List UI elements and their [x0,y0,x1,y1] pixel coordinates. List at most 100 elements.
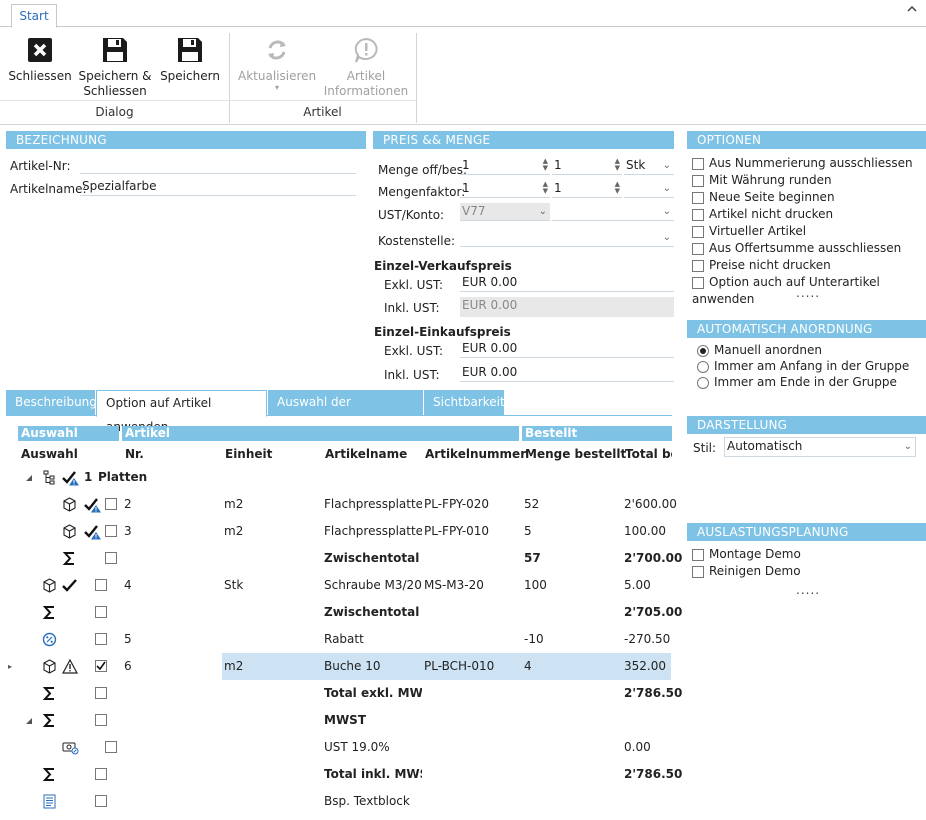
radio-anfang[interactable]: Immer am Anfang in der Gruppe [697,358,909,375]
option-item[interactable]: Mit Währung runden [692,172,832,189]
artikelname-input[interactable]: Spezialfarbe [80,178,356,196]
col-header-auswahl[interactable]: Auswahl [21,447,78,461]
checkbox[interactable] [692,276,704,289]
row-checkbox[interactable] [95,680,107,707]
menge-offeriert-stepper[interactable]: 1 ▲ ▼ [460,157,550,175]
ust-select[interactable]: V77 ⌄ [460,203,550,221]
menge-bestellt-stepper[interactable]: 1 ▲ ▼ [552,157,622,175]
cell-total: 2'705.00 [624,605,683,619]
close-button[interactable]: Schliessen [8,37,72,84]
table-row[interactable]: ◢ 1 Platten [0,464,672,491]
row-checkbox[interactable] [105,545,117,572]
mengenfaktor-1-value: 1 [462,181,470,195]
tab-auswahl-eingabefelder[interactable]: Auswahl der Eingabefelder [268,390,423,434]
save-button[interactable]: Speichern [158,37,222,84]
section-header-optionen: OPTIONEN [687,131,926,149]
row-checkbox[interactable] [95,572,107,599]
radio-button[interactable] [697,344,709,357]
checkbox[interactable] [692,565,704,578]
expander-icon[interactable]: ◢ [26,473,33,482]
checkbox[interactable] [692,157,704,170]
table-row[interactable]: UST 19.0% 0.00 [0,734,672,761]
stepper-arrows-icon[interactable]: ▲ ▼ [614,157,620,172]
checkbox[interactable] [692,242,704,255]
expander-icon[interactable]: ▸ [8,662,13,671]
col-header-artikelnummer[interactable]: Artikelnummer [425,447,527,461]
row-checkbox[interactable] [105,734,117,761]
save-close-button[interactable]: Speichern & Schliessen [78,37,152,99]
col-header-nr[interactable]: Nr. [125,447,144,461]
table-row[interactable]: 3 m2 Flachpressplatte 1(PL-FPY-010 5 100.00 [0,518,672,545]
checkbox[interactable] [692,225,704,238]
table-row[interactable]: Zwischentotal Pla 57 2'700.00 [0,545,682,572]
auslastung-more[interactable]: ..... [796,583,821,597]
col-header-total[interactable]: Total bes [625,447,672,461]
row-checkbox[interactable] [95,788,107,815]
konto-select[interactable]: ⌄ [552,203,674,221]
radio-ende[interactable]: Immer am Ende in der Gruppe [697,374,897,391]
expander-icon[interactable]: ◢ [26,716,33,725]
radio-button[interactable] [697,360,709,373]
tax-icon [62,740,79,755]
mengenfaktor-2-stepper[interactable]: 1 ▲ ▼ [552,180,622,198]
option-item[interactable]: Option auch auf Unterartikel anwenden [692,274,926,306]
col-header-einheit[interactable]: Einheit [225,447,273,461]
stil-select[interactable]: Automatisch ⌄ [724,437,916,457]
option-item[interactable]: Neue Seite beginnen [692,189,835,206]
tab-sichtbarkeit[interactable]: Sichtbarkeit [424,390,505,415]
option-item[interactable]: Preise nicht drucken [692,257,831,274]
refresh-button[interactable]: Aktualisieren ▾ [238,37,316,92]
table-row[interactable]: ▸ 6 m2 Buche 10 PL-BCH-010 4 352.00 [0,653,672,680]
row-checkbox[interactable] [105,491,117,518]
table-row[interactable]: ◢ MWST [0,707,672,734]
stepper-arrows-icon[interactable]: ▲ ▼ [542,157,548,172]
stepper-arrows-icon[interactable]: ▲ ▼ [614,180,620,195]
tab-beschreibung[interactable]: Beschreibung [6,390,97,415]
mengenfaktor-1-stepper[interactable]: 1 ▲ ▼ [460,180,550,198]
checkbox[interactable] [692,208,704,221]
row-checkbox[interactable] [95,626,107,653]
artikel-nr-input[interactable] [80,156,356,174]
checkbox[interactable] [692,259,704,272]
article-info-button[interactable]: Artikel Informationen [322,37,410,99]
optionen-more[interactable]: ..... [796,286,821,300]
tab-start[interactable]: Start [11,4,57,28]
table-row[interactable]: 2 m2 Flachpressplatte 2(PL-FPY-020 52 2'600.… [0,491,677,518]
option-item[interactable]: Artikel nicht drucken [692,206,833,223]
kostenstelle-select[interactable]: ⌄ [460,229,674,247]
auslastung-item-reinigen[interactable]: Reinigen Demo [692,563,801,580]
row-checkbox[interactable] [95,707,107,734]
ek-inkl-input[interactable]: EUR 0.00 [460,364,674,382]
cell-total: 2'600.00 [624,497,677,511]
option-item[interactable]: Virtueller Artikel [692,223,806,240]
row-checkbox[interactable] [95,761,107,788]
radio-manuell[interactable]: Manuell anordnen [697,342,822,359]
auslastung-item-montage[interactable]: Montage Demo [692,546,801,563]
collapse-ribbon-icon[interactable] [906,4,920,18]
stepper-arrows-icon[interactable]: ▲ ▼ [542,180,548,195]
checkbox[interactable] [692,548,704,561]
checkbox[interactable] [692,191,704,204]
table-row[interactable]: Bsp. Textblock [0,788,672,815]
ek-exkl-input[interactable]: EUR 0.00 [460,340,674,358]
einheit-select[interactable]: Stk ⌄ [624,157,674,175]
table-row[interactable]: Total exkl. MWST 2'786.50 [0,680,682,707]
radio-button[interactable] [697,376,709,389]
row-checkbox[interactable] [95,599,107,626]
vk-exkl-input[interactable]: EUR 0.00 [460,274,674,292]
vk-inkl-label: Inkl. UST: [384,301,440,315]
option-item[interactable]: Aus Offertsumme ausschliessen [692,240,901,257]
row-checkbox[interactable] [95,653,107,680]
table-row[interactable]: Zwischentotal 2'705.00 [0,599,682,626]
mengenfaktor-unit-select[interactable]: ⌄ [624,180,674,198]
col-header-menge[interactable]: Menge bestellt [525,447,627,461]
row-checkbox[interactable] [105,518,117,545]
ribbon-group-artikel: Artikel [303,105,342,119]
option-item[interactable]: Aus Nummerierung ausschliessen [692,155,913,172]
checkbox[interactable] [692,174,704,187]
table-row[interactable]: 4 Stk Schraube M3/20 MS-M3-20 100 5.00 [0,572,672,599]
col-header-artikelname[interactable]: Artikelname [325,447,408,461]
table-row[interactable]: 5 Rabatt -10 -270.50 [0,626,672,653]
tab-option-auf-artikel[interactable]: Option auf Artikel anwenden [96,390,267,434]
table-row[interactable]: Total inkl. MWST 2'786.50 [0,761,682,788]
